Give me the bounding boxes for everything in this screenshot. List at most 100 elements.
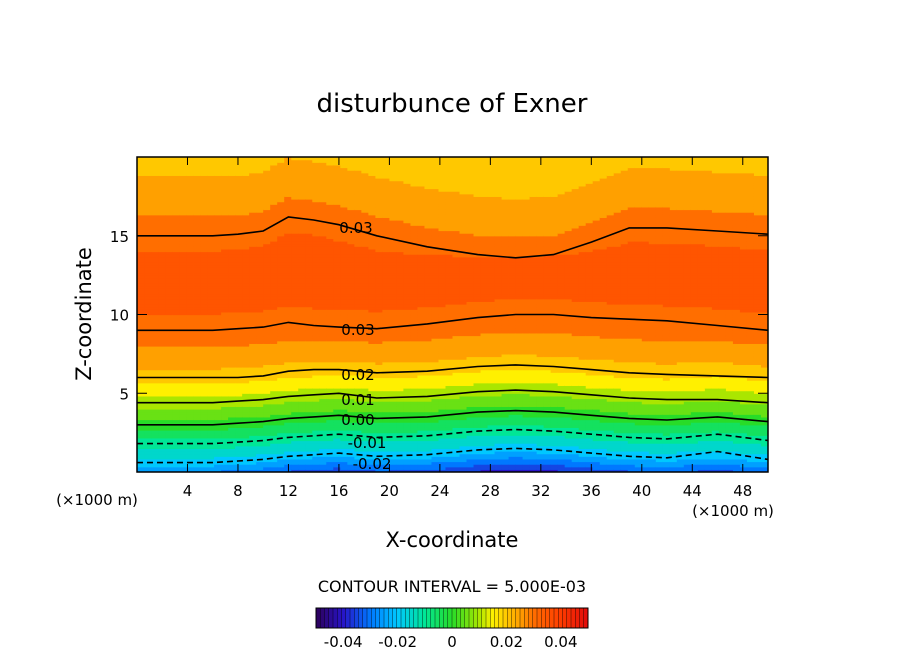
field-cell	[319, 254, 327, 258]
field-cell	[172, 356, 180, 360]
field-cell	[305, 199, 313, 203]
field-cell	[354, 293, 362, 297]
field-cell	[368, 322, 376, 326]
field-cell	[340, 178, 348, 182]
field-cell	[284, 285, 292, 289]
field-cell	[270, 180, 278, 184]
field-cell	[158, 343, 166, 347]
field-cell	[277, 469, 285, 472]
field-cell	[193, 230, 201, 234]
field-cell	[417, 220, 426, 224]
field-cell	[305, 262, 313, 266]
field-cell	[263, 356, 271, 360]
field-cell	[319, 456, 327, 460]
field-cell	[333, 322, 341, 326]
field-cell	[354, 296, 362, 300]
field-cell	[270, 311, 278, 316]
field-cell	[417, 298, 426, 302]
field-cell	[165, 458, 173, 463]
field-cell	[333, 464, 341, 468]
field-cell	[403, 172, 412, 176]
field-cell	[326, 214, 334, 218]
field-cell	[389, 427, 398, 431]
field-cell	[158, 306, 166, 310]
field-cell	[158, 390, 166, 394]
field-cell	[151, 170, 159, 174]
field-cell	[284, 437, 292, 442]
field-cell	[347, 377, 355, 381]
field-cell	[326, 167, 334, 171]
field-cell	[235, 193, 243, 197]
field-cell	[270, 233, 278, 237]
field-cell	[193, 298, 201, 302]
field-cell	[382, 461, 390, 465]
field-cell	[319, 262, 327, 266]
field-cell	[382, 238, 390, 242]
field-cell	[389, 283, 398, 287]
field-cell	[291, 230, 299, 234]
field-cell	[207, 314, 215, 318]
field-cell	[172, 175, 180, 179]
field-cell	[270, 346, 278, 350]
field-cell	[333, 235, 341, 239]
field-cell	[200, 248, 208, 253]
field-cell	[305, 212, 313, 216]
field-cell	[263, 432, 271, 436]
field-cell	[291, 283, 299, 287]
field-cell	[221, 164, 229, 169]
field-cell	[417, 443, 426, 447]
field-cell	[165, 298, 173, 302]
field-cell	[347, 448, 355, 452]
field-cell	[396, 188, 405, 192]
field-cell	[214, 267, 222, 271]
field-cell	[242, 393, 250, 397]
field-cell	[200, 301, 208, 305]
field-cell	[361, 311, 369, 316]
field-cell	[179, 440, 187, 444]
field-cell	[256, 293, 264, 297]
field-cell	[326, 170, 334, 174]
field-cell	[228, 157, 236, 161]
field-cell	[410, 443, 419, 447]
field-cell	[193, 406, 201, 410]
field-cell	[158, 361, 166, 365]
field-cell	[375, 283, 383, 287]
field-cell	[361, 361, 369, 365]
field-cell	[207, 272, 215, 276]
field-cell	[333, 159, 341, 163]
field-cell	[340, 241, 348, 245]
field-cell	[186, 414, 194, 418]
field-cell	[263, 461, 271, 465]
field-cell	[137, 212, 145, 216]
field-cell	[382, 201, 390, 205]
field-cell	[151, 327, 159, 331]
field-cell	[389, 254, 398, 258]
field-cell	[172, 275, 180, 279]
field-cell	[347, 288, 355, 292]
field-cell	[389, 196, 398, 200]
field-cell	[375, 222, 383, 226]
field-cell	[424, 411, 433, 415]
field-cell	[375, 401, 383, 405]
field-cell	[151, 348, 159, 352]
field-cell	[305, 398, 313, 402]
field-cell	[137, 188, 145, 192]
field-cell	[200, 178, 208, 182]
field-cell	[389, 411, 398, 415]
field-cell	[291, 185, 299, 190]
field-cell	[354, 180, 362, 184]
field-cell	[214, 435, 222, 439]
field-cell	[389, 367, 398, 371]
field-cell	[326, 306, 334, 310]
field-cell	[319, 285, 327, 289]
field-cell	[207, 235, 215, 239]
field-cell	[179, 172, 187, 176]
field-cell	[396, 162, 405, 166]
field-cell	[333, 409, 341, 413]
field-cell	[326, 322, 334, 326]
field-cell	[305, 206, 313, 211]
field-cell	[228, 377, 236, 381]
field-cell	[354, 351, 362, 355]
field-cell	[312, 369, 320, 373]
field-cell	[396, 322, 405, 326]
